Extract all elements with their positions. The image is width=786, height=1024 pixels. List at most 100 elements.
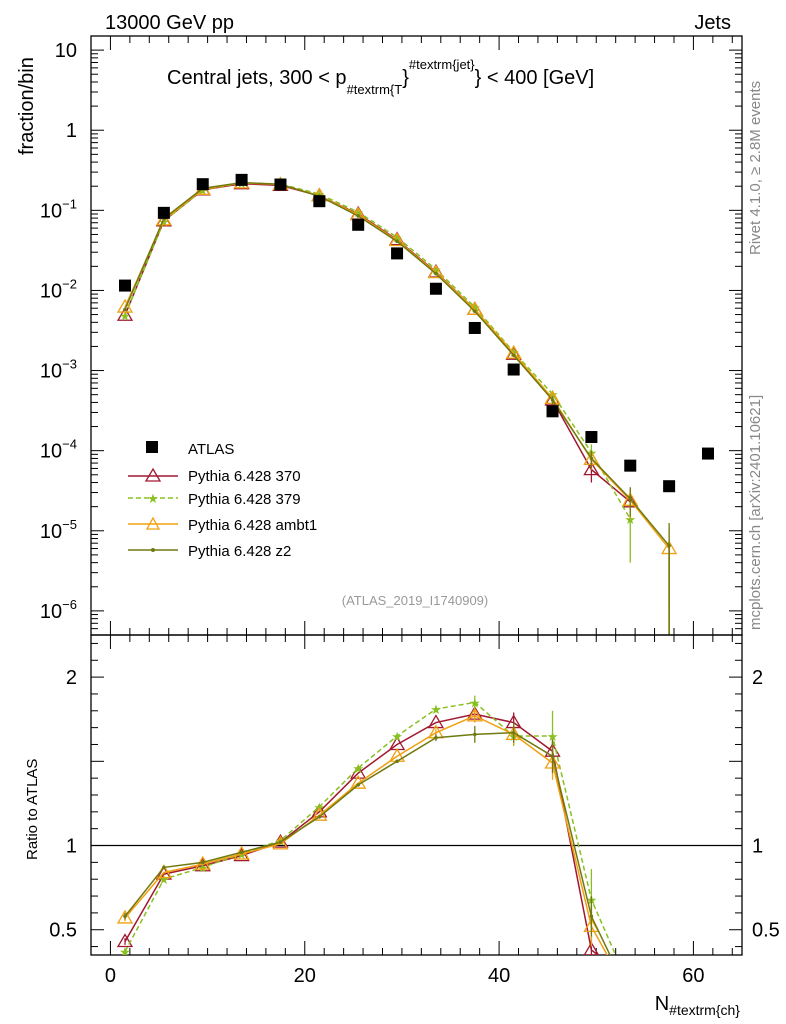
ratio-point-3 xyxy=(123,914,127,919)
series-point-3 xyxy=(628,497,633,501)
data-point-atlas xyxy=(235,173,248,186)
ratio-ylabel: Ratio to ATLAS xyxy=(24,759,41,860)
main-series-group: ★★★★★★★★★★★★★★ xyxy=(116,174,678,635)
y-tick-label: 10−2 xyxy=(40,276,77,302)
series-point-3 xyxy=(589,456,594,461)
ratio-point-3 xyxy=(434,735,438,740)
xlabel-sub: #textrm{ch} xyxy=(669,1002,740,1018)
series-point-3 xyxy=(356,214,361,218)
series-point-3 xyxy=(472,309,477,314)
y-tick-label-exp: −5 xyxy=(62,517,77,532)
x-axis-label: N#textrm{ch} xyxy=(655,993,741,1018)
ratio-point-1: ★ xyxy=(391,729,403,744)
rivet-version-label: Rivet 4.1.0, ≥ 2.8M events xyxy=(747,81,764,255)
y-tick-label-base: 10 xyxy=(40,361,62,383)
ratio-point-0 xyxy=(116,933,134,948)
ratio-y-tick-label: 0.5 xyxy=(49,920,77,942)
y-tick-label-exp: −6 xyxy=(62,597,77,612)
legend-label-370: Pythia 6.428 370 xyxy=(188,468,301,485)
ratio-point-3 xyxy=(628,995,632,999)
ratio-point-0 xyxy=(427,714,445,729)
title-part-b: } < 400 [GeV] xyxy=(475,67,595,89)
legend-label-ambt1: Pythia 6.428 ambt1 xyxy=(188,517,317,534)
legend-label-379: Pythia 6.428 379 xyxy=(188,491,301,508)
ratio-point-3 xyxy=(511,730,516,735)
y-tick-label: 1 xyxy=(66,120,77,142)
series-point-3 xyxy=(434,271,438,276)
series-point-2 xyxy=(155,211,173,226)
legend-marker-ambt1 xyxy=(145,516,161,530)
ratio-frame xyxy=(90,634,743,956)
title-part-a: Central jets, 300 < p xyxy=(167,67,347,89)
data-point-atlas xyxy=(468,321,481,334)
y-tick-label-base: 10 xyxy=(40,601,62,623)
legend-marker-379: ★ xyxy=(147,491,159,506)
series-point-1: ★ xyxy=(352,205,364,220)
ratio-point-1: ★ xyxy=(119,945,131,960)
ratio-y-tick-label-right: 0.5 xyxy=(752,920,780,942)
y-tick-label-exp: −4 xyxy=(62,437,77,452)
data-point-atlas xyxy=(701,447,714,460)
analysis-watermark: (ATLAS_2019_I1740909) xyxy=(342,593,488,608)
title-sub: #textrm{T xyxy=(347,82,403,97)
x-tick-label: 0 xyxy=(105,965,116,987)
ratio-point-1: ★ xyxy=(547,729,559,744)
ratio-point-1: ★ xyxy=(352,761,364,776)
y-tick-label-base: 10 xyxy=(40,200,62,222)
data-point-atlas xyxy=(429,282,442,295)
ratio-y-tick-label-right: 2 xyxy=(752,667,763,689)
category-label: Jets xyxy=(694,12,731,34)
ratio-line-1 xyxy=(124,701,617,955)
legend-marker-z2 xyxy=(151,548,155,552)
y-tick-label-exp: −3 xyxy=(62,357,77,372)
series-point-1: ★ xyxy=(624,512,636,527)
ratio-point-3 xyxy=(356,783,361,787)
series-point-2 xyxy=(116,298,134,313)
series-point-3 xyxy=(395,239,399,244)
ratio-line-0 xyxy=(124,713,600,955)
series-point-3 xyxy=(123,307,127,312)
ratio-point-1: ★ xyxy=(158,872,170,887)
ratio-point-3 xyxy=(472,732,477,737)
y-tick-label-exp: −1 xyxy=(62,196,77,211)
ratio-y-tick-label-right: 1 xyxy=(752,836,763,858)
y-tick-label-base: 10 xyxy=(40,441,62,463)
series-point-0 xyxy=(583,461,600,476)
data-point-atlas xyxy=(507,363,520,376)
ratio-point-2 xyxy=(466,707,483,722)
data-point-atlas xyxy=(352,218,365,231)
title-close: } xyxy=(402,67,409,89)
ratio-series-group: ★★★★★★★★★★★★★★ xyxy=(116,695,632,999)
ratio-y-tick-label: 1 xyxy=(66,836,77,858)
data-point-atlas xyxy=(196,178,209,191)
ratio-point-3 xyxy=(550,754,555,759)
ratio-point-3 xyxy=(395,759,399,764)
xlabel-base: N xyxy=(655,993,669,1015)
data-point-atlas xyxy=(585,431,598,444)
data-point-atlas xyxy=(157,206,170,219)
ratio-point-0 xyxy=(583,941,600,955)
main-plot-area: 10110−110−210−310−410−510−6★★★★★★★★★★★★★… xyxy=(40,35,743,636)
ratio-point-3 xyxy=(239,850,244,855)
series-point-1: ★ xyxy=(119,308,131,323)
legend-label-z2: Pythia 6.428 z2 xyxy=(188,543,291,560)
legend-label-atlas: ATLAS xyxy=(188,441,234,458)
series-point-3 xyxy=(511,353,516,358)
series-point-1: ★ xyxy=(430,262,442,277)
series-point-1: ★ xyxy=(547,387,559,402)
legend: ATLAS Pythia 6.428 370 ★ Pythia 6.428 37… xyxy=(128,441,317,560)
mcplots-label: mcplots.cern.ch [arXiv:2401.10621] xyxy=(747,395,764,630)
x-tick-label: 60 xyxy=(682,965,704,987)
series-point-0 xyxy=(116,306,134,321)
ratio-y-tick-label: 2 xyxy=(66,667,77,689)
ratio-point-2 xyxy=(116,909,134,924)
series-point-1: ★ xyxy=(469,300,481,315)
series-point-3 xyxy=(550,398,555,402)
series-line-1 xyxy=(124,182,631,520)
ratio-point-3 xyxy=(278,840,283,844)
ratio-line-2 xyxy=(124,715,608,955)
ratio-point-1: ★ xyxy=(197,860,209,875)
ratio-point-3 xyxy=(317,815,322,819)
